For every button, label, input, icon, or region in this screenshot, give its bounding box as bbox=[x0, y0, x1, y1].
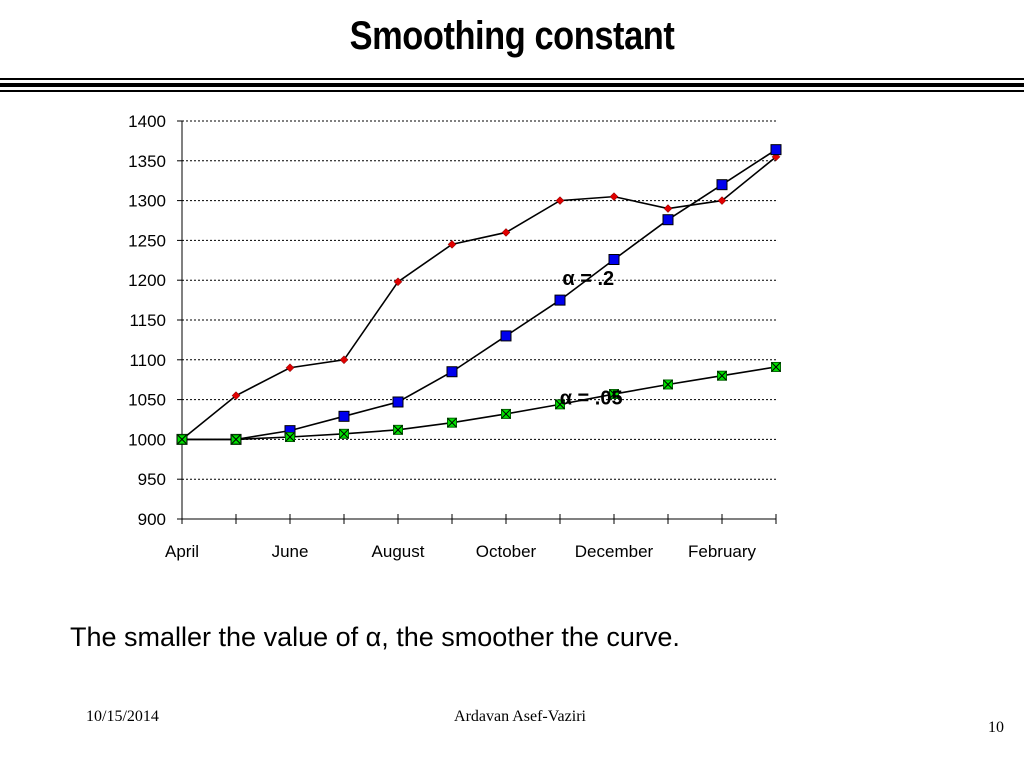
footer-date: 10/15/2014 bbox=[86, 708, 159, 725]
slide-title: Smoothing constant bbox=[349, 14, 675, 58]
y-tick-label-1000: 1000 bbox=[128, 430, 166, 449]
y-tick-label-1050: 1050 bbox=[128, 391, 166, 410]
series-1-point-6 bbox=[500, 330, 512, 342]
title-rule-top bbox=[0, 78, 1024, 80]
series-1-point-10 bbox=[716, 179, 728, 191]
series-2-point-10-cross bbox=[717, 370, 727, 381]
series-0-point-9 bbox=[663, 204, 673, 213]
series-2-point-5-cross bbox=[447, 417, 457, 428]
footer-author: Ardavan Asef-Vaziri bbox=[454, 708, 586, 725]
line-chart: 900 950 1000 1050 1100 1150 1200 1250 1300 1350 14… bbox=[128, 112, 782, 561]
y-tick-label-1250: 1250 bbox=[128, 231, 166, 250]
series-line-0 bbox=[181, 156, 777, 441]
series-1-point-8 bbox=[608, 254, 620, 266]
series-line-2 bbox=[182, 366, 777, 441]
x-tick-label-august: August bbox=[372, 542, 425, 561]
annotation-0: α = .2 bbox=[562, 268, 614, 290]
title-rule-bottom bbox=[0, 90, 1024, 92]
series-2-point-8-cross bbox=[609, 389, 619, 399]
y-tick-label-1300: 1300 bbox=[128, 192, 166, 211]
y-tick-label-1150: 1150 bbox=[129, 311, 166, 330]
y-tick-label-1400: 1400 bbox=[128, 112, 166, 131]
title-rule-middle bbox=[0, 83, 1024, 87]
y-tick-label-1200: 1200 bbox=[128, 271, 166, 290]
series-1-point-11 bbox=[770, 144, 782, 156]
x-tick-label-april: April bbox=[165, 542, 199, 561]
series-1-point-4 bbox=[392, 396, 404, 408]
x-tick-label-february: February bbox=[688, 542, 757, 561]
y-tick-label-1350: 1350 bbox=[128, 152, 166, 171]
series-0-point-3 bbox=[339, 355, 349, 365]
series-2-point-6-cross bbox=[501, 409, 511, 419]
series-2-point-4-cross bbox=[393, 424, 403, 435]
y-tick-label-950: 950 bbox=[138, 470, 166, 489]
series-1-point-3 bbox=[338, 410, 350, 422]
series-1-point-9 bbox=[662, 214, 674, 226]
series-2-point-7-cross bbox=[555, 399, 565, 410]
series-2-point-0-cross bbox=[177, 434, 187, 445]
series-2-point-1-cross bbox=[231, 434, 241, 445]
slide-caption: The smaller the value of α, the smoother… bbox=[70, 622, 680, 652]
series-2-point-2-cross bbox=[285, 432, 295, 442]
series-2-point-9-cross bbox=[663, 379, 673, 390]
series-0-point-10 bbox=[717, 196, 727, 205]
page-number: 10 bbox=[988, 719, 1004, 736]
series-2-point-11-cross bbox=[771, 362, 781, 372]
y-tick-label-1100: 1100 bbox=[129, 351, 166, 370]
x-tick-label-june: June bbox=[272, 542, 309, 561]
series-1-point-7 bbox=[554, 294, 566, 306]
series-1-point-5 bbox=[446, 366, 458, 378]
x-tick-label-december: December bbox=[575, 542, 654, 561]
series-0-point-6 bbox=[501, 228, 511, 237]
annotation-1: α = .05 bbox=[560, 388, 623, 410]
series-0-point-2 bbox=[285, 363, 295, 373]
y-tick-label-900: 900 bbox=[138, 510, 166, 529]
series-0-point-8 bbox=[609, 192, 619, 201]
series-0-point-5 bbox=[447, 240, 457, 249]
series-0-point-4 bbox=[393, 277, 403, 287]
series-2-point-3-cross bbox=[339, 428, 349, 439]
series-0-point-1 bbox=[231, 391, 241, 400]
series-0-point-7 bbox=[555, 196, 565, 205]
series-line-1 bbox=[182, 148, 777, 441]
x-tick-label-october: October bbox=[476, 542, 537, 561]
